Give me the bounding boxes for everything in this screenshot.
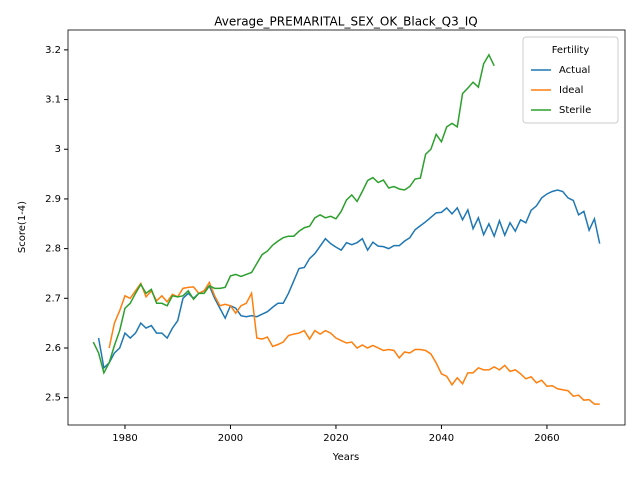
y-tick-label: 2.5 — [45, 393, 61, 404]
x-tick-label: 2020 — [323, 433, 348, 444]
legend-label: Ideal — [559, 85, 583, 96]
y-axis-label: Score(1-4) — [17, 201, 28, 253]
line-series — [92, 53, 495, 375]
x-tick-label: 2040 — [429, 433, 454, 444]
x-tick-label: 2000 — [218, 433, 243, 444]
y-tick-label: 2.7 — [45, 293, 61, 304]
x-tick-label: 2060 — [534, 433, 559, 444]
line-series — [97, 189, 601, 370]
y-tick-label: 2.8 — [45, 244, 61, 255]
plot-frame — [67, 29, 626, 426]
x-axis-label: Years — [332, 452, 359, 463]
y-tick-label: 3 — [55, 144, 61, 155]
x-tick-label: 1980 — [112, 433, 137, 444]
y-tick-label: 3.2 — [45, 45, 61, 56]
legend-title: Fertility — [552, 45, 590, 56]
legend-box — [522, 36, 619, 124]
line-series — [108, 280, 600, 405]
legend-label: Actual — [559, 65, 590, 76]
chart-title: Average_PREMARITAL_SEX_OK_Black_Q3_IQ — [214, 15, 477, 29]
legend-label: Sterile — [559, 105, 591, 116]
y-tick-label: 2.9 — [45, 194, 61, 205]
legend: Fertility Actual Ideal Sterile — [522, 36, 619, 124]
y-tick-label: 2.6 — [45, 343, 61, 354]
y-tick-label: 3.1 — [45, 95, 61, 106]
